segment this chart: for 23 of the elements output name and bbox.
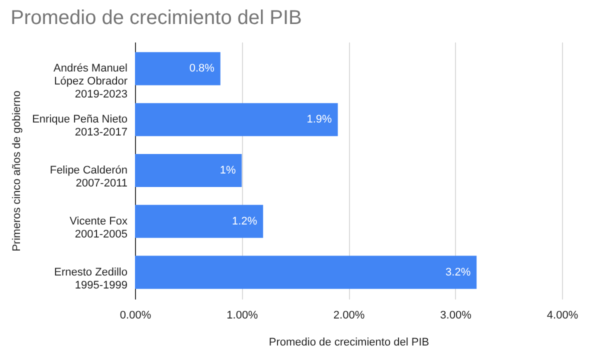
x-tick-label: 3.00% xyxy=(440,310,472,322)
y-axis-title: Primeros cinco años de gobierno xyxy=(11,90,24,252)
bar xyxy=(135,52,220,86)
bar xyxy=(135,103,338,136)
x-tick-label: 2.00% xyxy=(333,310,365,322)
data-label: 0.8% xyxy=(189,62,215,75)
y-tick-label: Andrés Manuel López Obrador 2019-2023 xyxy=(54,62,128,101)
data-label: 1% xyxy=(220,164,236,176)
bar xyxy=(135,204,264,238)
chart-title: Promedio de crecimiento del PIB xyxy=(10,7,302,29)
x-tick-label: 0.00% xyxy=(120,310,152,322)
y-tick-label: Felipe Calderón 2007-2011 xyxy=(50,164,128,190)
x-tick-label: 1.00% xyxy=(226,310,258,322)
y-tick-label: Vicente Fox 2001-2005 xyxy=(70,215,128,240)
bar xyxy=(135,154,242,188)
y-tick-label: Enrique Peña Nieto 2013-2017 xyxy=(32,114,128,139)
data-label: 3.2% xyxy=(446,266,471,278)
y-tick-label: Ernesto Zedillo 1995-1999 xyxy=(54,266,128,292)
bar xyxy=(135,256,477,289)
data-label: 1.2% xyxy=(232,215,258,228)
x-axis-title: Promedio de crecimiento del PIB xyxy=(268,336,430,348)
x-tick-label: 4.00% xyxy=(546,310,578,322)
data-label: 1.9% xyxy=(306,114,332,126)
